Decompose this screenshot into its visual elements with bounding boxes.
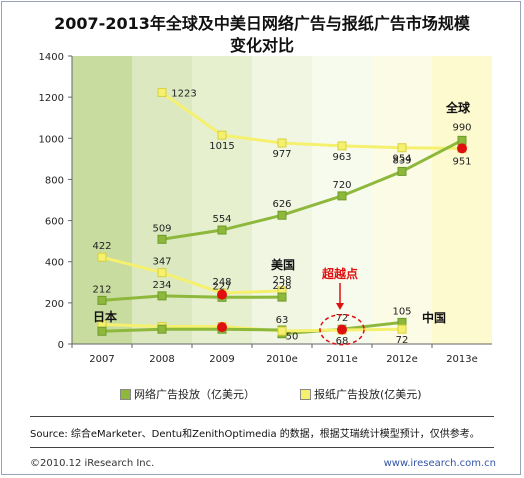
crossover-dot: [217, 322, 227, 333]
data-point: [217, 130, 227, 140]
legend-online-swatch: [120, 388, 131, 400]
region-label-china: 中国: [422, 310, 446, 325]
y-tick-label: 1000: [39, 134, 64, 145]
plot-band: [372, 56, 432, 344]
data-label: 990: [452, 122, 471, 133]
data-label: 422: [92, 241, 111, 252]
data-label: 509: [152, 223, 171, 234]
y-tick-label: 200: [45, 299, 64, 310]
chart-title-line1: 2007-2013年全球及中美日网络广告与报纸广告市场规模: [54, 14, 470, 33]
x-tick-label: 2011e: [326, 354, 358, 365]
data-point: [97, 326, 107, 336]
data-label: 954: [392, 154, 411, 165]
data-point: [277, 292, 287, 302]
data-label: 228: [272, 281, 291, 292]
data-point: [97, 295, 107, 305]
legend-online: 网络广告投放（亿美元）: [120, 386, 255, 402]
data-label: 839: [392, 155, 411, 166]
series-line: [161, 91, 463, 150]
data-point: [337, 141, 347, 151]
x-tick-label: 2013e: [446, 354, 478, 365]
data-point: [277, 138, 287, 148]
chart-title-line2: 变化对比: [229, 36, 294, 55]
y-tick-label: 1200: [39, 93, 64, 104]
data-point: [157, 268, 167, 278]
region-label-us: 美国: [271, 257, 295, 272]
legend-newspaper-label: 报纸广告投放(亿美元): [314, 388, 422, 401]
x-tick-label: 2012e: [386, 354, 418, 365]
data-label: 347: [152, 257, 171, 268]
y-tick-label: 800: [45, 175, 64, 186]
crossover-dot: [217, 289, 227, 300]
divider-bottom: [30, 447, 494, 448]
data-label: 1015: [209, 141, 234, 152]
data-point: [397, 166, 407, 176]
data-label: 951: [452, 156, 471, 167]
crossover-dot: [457, 143, 467, 154]
data-label: 63: [276, 315, 289, 326]
data-point: [157, 324, 167, 334]
divider-top: [30, 416, 494, 417]
data-label: 227: [212, 281, 231, 292]
website-link[interactable]: www.iresearch.com.cn: [383, 458, 496, 469]
plot-band: [432, 56, 492, 344]
data-point: [337, 191, 347, 201]
series-line: [101, 327, 283, 333]
data-label: 554: [212, 214, 231, 225]
data-label: 626: [272, 199, 291, 210]
crossover-label: 超越点: [321, 266, 358, 281]
x-tick-label: 2009: [209, 354, 234, 365]
data-point: [397, 143, 407, 153]
region-label-global: 全球: [445, 100, 471, 115]
data-label: 68: [336, 336, 349, 347]
y-tick-label: 600: [45, 217, 64, 228]
x-tick-label: 2008: [149, 354, 174, 365]
data-label: 720: [332, 180, 351, 191]
data-point: [217, 225, 227, 235]
source-note: Source: 综合eMarketer、Dentu和ZenithOptimedi…: [30, 429, 480, 440]
series-line: [101, 255, 283, 295]
legend-online-label: 网络广告投放（亿美元）: [134, 388, 255, 401]
y-tick-label: 400: [45, 258, 64, 269]
data-point: [157, 234, 167, 244]
legend-newspaper-swatch: [300, 388, 311, 400]
data-label: 963: [332, 152, 351, 163]
data-label: 50: [286, 332, 299, 343]
data-point: [157, 87, 167, 97]
data-point: [157, 291, 167, 301]
crossover-arrowhead: [336, 303, 344, 310]
data-point: [397, 324, 407, 334]
data-point: [457, 135, 467, 145]
data-label: 72: [396, 335, 409, 346]
legend-newspaper: 报纸广告投放(亿美元): [300, 386, 422, 402]
series-line: [101, 294, 283, 302]
data-label: 212: [92, 284, 111, 295]
data-label: 234: [152, 280, 171, 291]
region-label-japan: 日本: [93, 309, 117, 324]
copyright: ©2010.12 iResearch Inc.: [30, 458, 155, 469]
data-point: [277, 326, 287, 336]
series-line: [161, 139, 463, 241]
data-point: [277, 210, 287, 220]
x-tick-label: 2010e: [266, 354, 298, 365]
data-label: 1223: [171, 88, 196, 99]
data-label: 977: [272, 149, 291, 160]
data-point: [97, 252, 107, 262]
y-tick-label: 1400: [39, 52, 64, 63]
crossover-dot: [337, 324, 347, 335]
data-label: 258: [272, 275, 291, 286]
crossover-highlight: [319, 313, 365, 346]
y-tick-label: 0: [58, 340, 64, 351]
x-tick-label: 2007: [89, 354, 114, 365]
data-label: 72: [336, 313, 349, 324]
data-label: 105: [392, 306, 411, 317]
data-label: 248: [212, 277, 231, 288]
